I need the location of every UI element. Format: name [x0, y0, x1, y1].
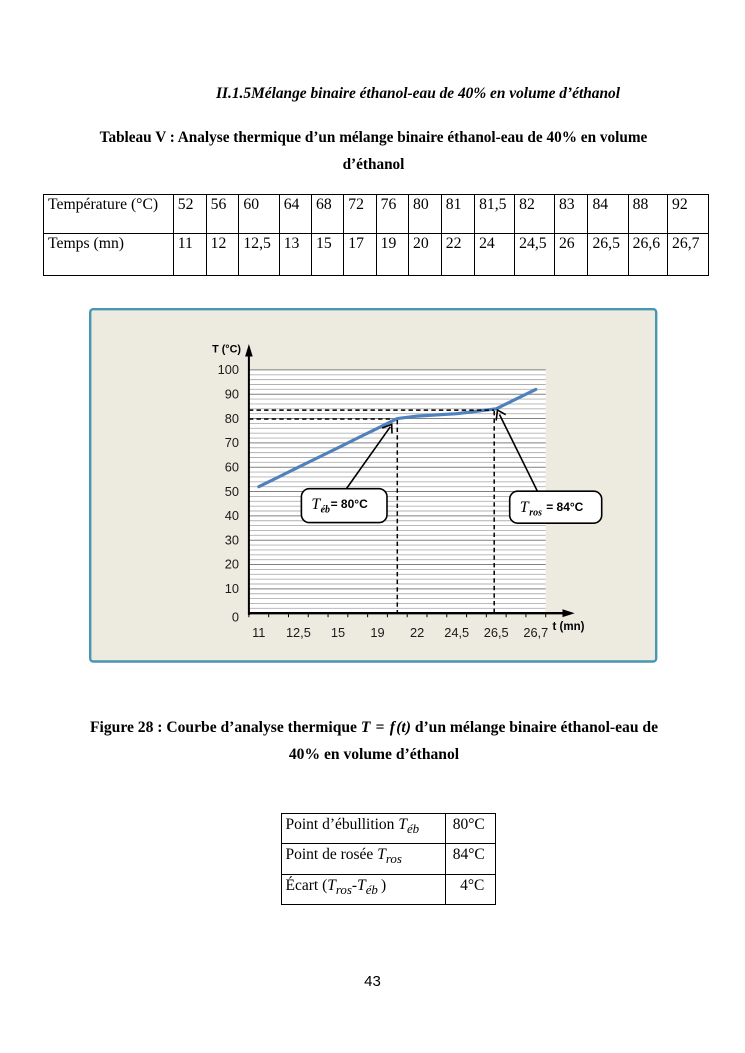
svg-text:70: 70: [225, 435, 239, 450]
svg-text:12,5: 12,5: [286, 625, 311, 640]
svg-text:50: 50: [225, 484, 239, 499]
svg-text:10: 10: [225, 581, 239, 596]
svg-text:ros: ros: [529, 508, 542, 519]
svg-text:30: 30: [225, 532, 239, 547]
svg-text:t (mn): t (mn): [553, 621, 585, 633]
svg-text:22: 22: [410, 625, 424, 640]
svg-text:15: 15: [331, 625, 345, 640]
svg-text:90: 90: [225, 386, 239, 401]
svg-text:24,5: 24,5: [444, 625, 469, 640]
svg-text:= 84°C: = 84°C: [546, 500, 583, 514]
svg-text:= 80°C: = 80°C: [331, 497, 368, 511]
svg-text:100: 100: [218, 362, 239, 377]
svg-text:19: 19: [370, 625, 384, 640]
svg-text:T: T: [311, 496, 321, 513]
svg-text:20: 20: [225, 557, 239, 572]
svg-text:T: T: [520, 499, 530, 516]
svg-text:T (°C): T (°C): [212, 343, 241, 355]
svg-text:40: 40: [225, 508, 239, 523]
svg-text:éb: éb: [321, 505, 330, 516]
svg-text:60: 60: [225, 459, 239, 474]
svg-text:11: 11: [252, 625, 265, 640]
svg-text:26,5: 26,5: [484, 625, 509, 640]
svg-text:80: 80: [225, 411, 239, 426]
svg-text:26,7: 26,7: [523, 625, 548, 640]
svg-text:0: 0: [232, 609, 239, 624]
